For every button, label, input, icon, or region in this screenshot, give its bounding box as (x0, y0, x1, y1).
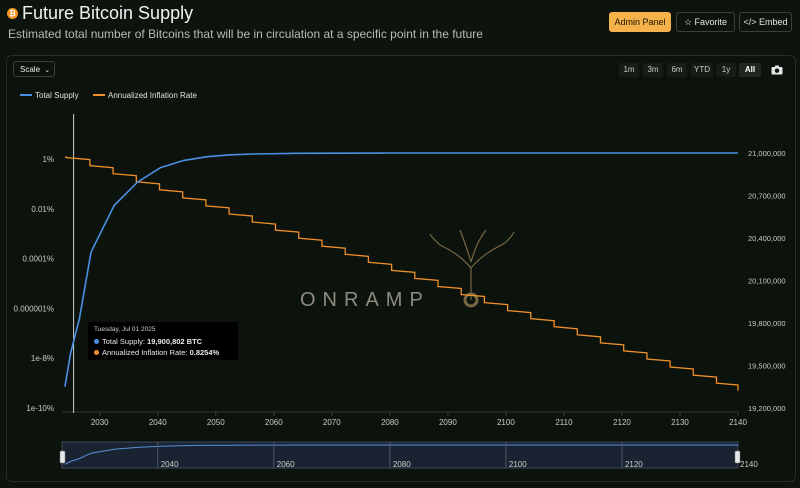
scale-dropdown[interactable]: Scale ⌄ (13, 61, 55, 77)
admin-panel-button[interactable]: Admin Panel (609, 12, 671, 32)
legend-label: Annualized Inflation Rate (108, 91, 197, 100)
legend-item-total-supply[interactable]: Total Supply (20, 91, 79, 100)
bitcoin-icon: ₿ (7, 8, 18, 19)
range-1m-button[interactable]: 1m (619, 63, 639, 77)
header: ₿ Future Bitcoin Supply Estimated total … (0, 0, 800, 50)
tooltip: Tuesday, Jul 01 2025 Total Supply: 19,90… (88, 322, 238, 360)
legend-swatch-orange (93, 93, 105, 96)
tooltip-date: Tuesday, Jul 01 2025 (94, 326, 156, 333)
star-icon: ☆ (683, 17, 693, 27)
scale-label: Scale (20, 65, 41, 74)
tooltip-dot-blue (94, 339, 99, 344)
tooltip-inflation-value: 0.8254% (189, 348, 220, 357)
page-subtitle: Estimated total number of Bitcoins that … (8, 27, 483, 41)
range-1y-button[interactable]: 1y (716, 63, 736, 77)
range-3m-button[interactable]: 3m (643, 63, 663, 77)
tooltip-supply-label: Total Supply: (102, 337, 145, 346)
legend-item-inflation-rate[interactable]: Annualized Inflation Rate (93, 91, 197, 100)
page-title: Future Bitcoin Supply (22, 3, 194, 23)
tooltip-supply-value: 19,900,802 BTC (147, 337, 203, 346)
tooltip-inflation-row: Annualized Inflation Rate: 0.8254% (94, 348, 219, 357)
code-icon: </> (743, 17, 757, 27)
embed-button[interactable]: </> Embed (739, 12, 792, 32)
chart-panel (6, 55, 796, 482)
range-6m-button[interactable]: 6m (667, 63, 687, 77)
legend-swatch-blue (20, 93, 32, 96)
chevron-down-icon: ⌄ (44, 67, 51, 74)
range-ytd-button[interactable]: YTD (691, 63, 713, 77)
range-all-button[interactable]: All (739, 63, 761, 77)
camera-icon[interactable] (771, 65, 783, 75)
favorite-label: Favorite (694, 17, 728, 27)
legend-label: Total Supply (35, 91, 79, 100)
favorite-button[interactable]: ☆ Favorite (676, 12, 735, 32)
tooltip-inflation-label: Annualized Inflation Rate: (102, 348, 188, 357)
tooltip-dot-orange (94, 350, 99, 355)
embed-label: Embed (759, 17, 788, 27)
watermark: ONRAMP (300, 289, 430, 311)
tooltip-supply-row: Total Supply: 19,900,802 BTC (94, 337, 202, 346)
